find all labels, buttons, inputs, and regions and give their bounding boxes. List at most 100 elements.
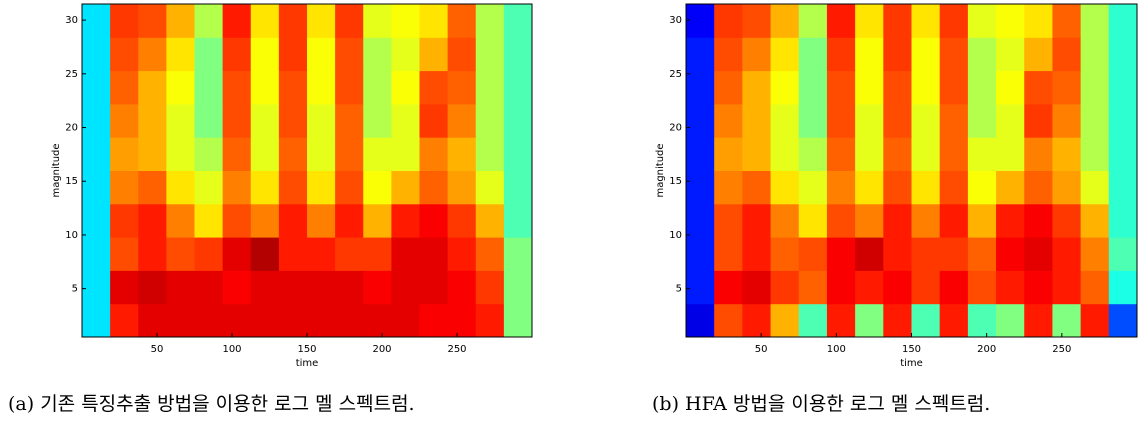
- cell: [1108, 103, 1138, 138]
- cell: [166, 137, 195, 171]
- cell: [278, 170, 308, 205]
- cell: [475, 203, 505, 238]
- cell: [447, 70, 477, 105]
- cell: [686, 103, 715, 138]
- cell: [714, 303, 743, 338]
- cell: [391, 170, 420, 205]
- cell: [138, 103, 167, 138]
- cell: [278, 37, 308, 72]
- cell: [110, 270, 139, 305]
- cell: [250, 137, 280, 171]
- cell: [1080, 303, 1110, 338]
- cell: [278, 70, 308, 105]
- cell: [967, 4, 997, 38]
- y-tick-label: 10: [65, 230, 78, 241]
- cell: [419, 237, 449, 271]
- cell: [911, 203, 941, 238]
- cell: [194, 237, 224, 271]
- cell: [110, 103, 139, 138]
- cell: [503, 4, 533, 38]
- x-tick-label: 250: [1052, 344, 1071, 355]
- x-tick-label: 150: [297, 344, 316, 355]
- cell: [1024, 270, 1053, 305]
- cell: [475, 170, 505, 205]
- cell: [826, 270, 856, 305]
- cell: [419, 37, 449, 72]
- cell: [307, 70, 336, 105]
- cell: [503, 203, 533, 238]
- cell: [686, 237, 715, 271]
- cell: [335, 303, 364, 338]
- cell: [1080, 137, 1110, 171]
- cell: [714, 203, 743, 238]
- cell: [1052, 103, 1082, 138]
- cell: [770, 4, 800, 38]
- cell: [1080, 170, 1110, 205]
- cell: [1108, 237, 1138, 271]
- cell: [996, 303, 1025, 338]
- cell: [278, 103, 308, 138]
- y-tick-label: 5: [676, 284, 682, 295]
- cell: [742, 170, 772, 205]
- cell: [335, 37, 364, 72]
- cell: [798, 303, 828, 338]
- y-tick-label: 30: [65, 15, 78, 26]
- cell: [939, 270, 969, 305]
- caption: (b) HFA 방법을 이용한 로그 멜 스펙트럼.: [652, 393, 990, 415]
- cell: [222, 270, 252, 305]
- cell: [826, 303, 856, 338]
- cell: [419, 137, 449, 171]
- cell: [166, 70, 195, 105]
- y-tick-label: 25: [65, 69, 78, 80]
- cell: [742, 303, 772, 338]
- cell: [278, 237, 308, 271]
- cell: [855, 270, 884, 305]
- cell: [1024, 137, 1053, 171]
- cell: [307, 103, 336, 138]
- cell: [166, 37, 195, 72]
- cell: [855, 137, 884, 171]
- cell: [967, 203, 997, 238]
- cell: [82, 37, 111, 72]
- cell: [222, 70, 252, 105]
- cell: [996, 237, 1025, 271]
- cell: [1024, 70, 1053, 105]
- cell: [1052, 137, 1082, 171]
- cell: [475, 103, 505, 138]
- cell: [996, 37, 1025, 72]
- cell: [798, 70, 828, 105]
- cell: [883, 4, 912, 38]
- cell: [447, 270, 477, 305]
- cell: [770, 170, 800, 205]
- cell: [770, 303, 800, 338]
- cell: [967, 303, 997, 338]
- cell: [110, 37, 139, 72]
- cell: [686, 203, 715, 238]
- cell: [686, 270, 715, 305]
- cell: [363, 203, 392, 238]
- cell: [798, 103, 828, 138]
- cell: [855, 70, 884, 105]
- cell: [967, 103, 997, 138]
- cell: [194, 270, 224, 305]
- cell: [883, 203, 912, 238]
- cell: [967, 170, 997, 205]
- cell: [475, 37, 505, 72]
- cell: [138, 270, 167, 305]
- cell: [503, 103, 533, 138]
- cell: [967, 270, 997, 305]
- cell: [686, 303, 715, 338]
- cell: [826, 170, 856, 205]
- cell: [194, 137, 224, 171]
- cell: [939, 237, 969, 271]
- cell: [222, 203, 252, 238]
- x-tick-label: 50: [755, 344, 768, 355]
- cell: [742, 70, 772, 105]
- cell: [939, 37, 969, 72]
- cell: [1024, 4, 1053, 38]
- cell: [826, 203, 856, 238]
- y-tick-label: 25: [669, 69, 682, 80]
- y-tick-label: 10: [669, 230, 682, 241]
- cell: [391, 237, 420, 271]
- x-tick-label: 100: [222, 344, 241, 355]
